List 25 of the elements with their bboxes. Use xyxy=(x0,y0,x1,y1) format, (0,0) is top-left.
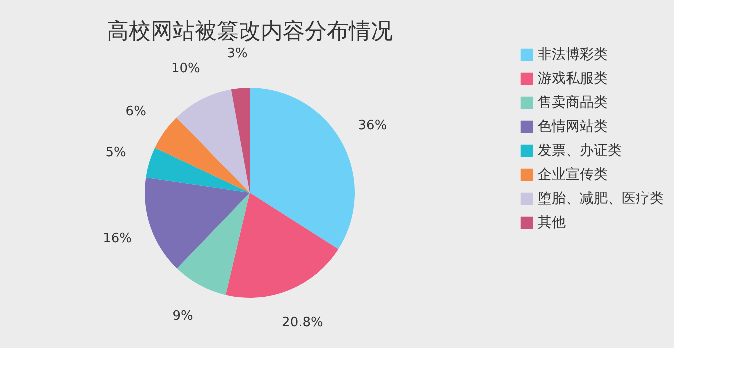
pie-slice xyxy=(155,118,250,193)
legend-label: 售卖商品类 xyxy=(538,95,608,111)
legend-label: 非法博彩类 xyxy=(538,47,608,63)
pie-slice xyxy=(231,88,250,193)
legend-label: 堕胎、减肥、医疗类 xyxy=(538,191,664,207)
pie-slice xyxy=(176,90,250,193)
legend-label: 游戏私服类 xyxy=(538,71,608,87)
data-label: 20.8% xyxy=(282,316,324,331)
data-label: 3% xyxy=(227,46,248,62)
pie-slice xyxy=(146,148,250,193)
legend-label: 色情网站类 xyxy=(538,119,608,135)
data-label: 10% xyxy=(172,62,200,77)
pie-slice xyxy=(226,193,339,298)
data-label: 9% xyxy=(172,308,194,324)
pie-slice xyxy=(177,193,250,296)
legend-label: 其他 xyxy=(538,215,566,231)
data-label: 16% xyxy=(103,231,132,246)
data-label: 5% xyxy=(106,145,126,160)
chart-title: 高校网站被篡改内容分布情况 xyxy=(107,20,393,45)
legend-label: 发票、办证类 xyxy=(538,143,622,159)
legend-label: 企业宣传类 xyxy=(538,167,608,183)
pie-slice xyxy=(145,178,250,269)
data-label: 6% xyxy=(126,104,146,120)
pie-slice xyxy=(250,88,355,250)
data-label: 36% xyxy=(358,118,388,134)
